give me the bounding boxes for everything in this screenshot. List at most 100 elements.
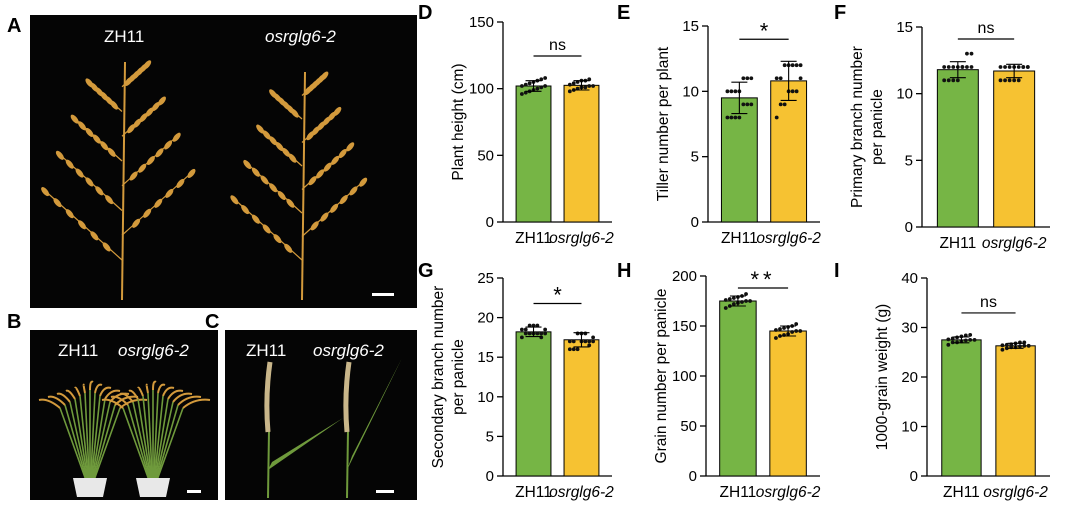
grain — [53, 198, 62, 208]
grain — [333, 106, 342, 116]
data-point — [571, 339, 576, 344]
plant-tiller — [153, 395, 164, 479]
scale-bar-a — [372, 293, 394, 296]
plant-tiller — [92, 401, 111, 479]
plant-tiller — [64, 404, 87, 479]
grain — [139, 113, 148, 123]
data-point — [998, 78, 1003, 83]
plant-panicle — [89, 380, 94, 391]
plant-panicle — [94, 383, 103, 394]
data-point — [778, 334, 782, 338]
stem — [267, 429, 270, 499]
chart-i: I 0 10 20 30 40 1000-grain weight (g) ZH11 osrgl… — [834, 260, 1050, 501]
y-axis-label: per panicle — [869, 89, 886, 165]
data-point — [968, 333, 973, 337]
x-tick-label: osrglg6-2 — [983, 484, 1048, 501]
grain — [269, 89, 278, 99]
chart-e: E 0 5 10 15 Tiller number per plant ZH11osrglg… — [617, 2, 821, 247]
bar-zh11 — [936, 69, 979, 228]
bar-osrglg6-2 — [995, 345, 1036, 477]
data-point — [1003, 65, 1007, 69]
panel-label-c: C — [205, 311, 219, 333]
y-tick-label: 5 — [691, 149, 699, 166]
data-point — [782, 63, 787, 68]
bar-zh11 — [515, 331, 552, 477]
grain — [41, 187, 50, 197]
data-point — [531, 323, 536, 328]
panel-c-label-mut: osrglg6-2 — [313, 341, 384, 360]
data-point — [539, 331, 544, 336]
data-point — [969, 51, 974, 56]
significance-label: ns — [980, 294, 997, 311]
data-point — [790, 89, 795, 94]
grain — [146, 155, 155, 166]
data-point — [1007, 78, 1012, 83]
y-tick-label: 25 — [477, 270, 494, 287]
grain — [157, 96, 166, 106]
y-tick-label: 10 — [477, 389, 494, 406]
y-tick-label: 50 — [680, 418, 697, 435]
data-point — [567, 347, 572, 352]
data-point — [733, 115, 738, 120]
leaf-photo-c — [264, 358, 402, 499]
plant-panicle — [47, 395, 66, 406]
grain — [241, 205, 250, 215]
data-point — [731, 302, 736, 306]
y-tick-label: 0 — [486, 468, 494, 485]
data-point — [587, 339, 592, 344]
grain — [338, 149, 347, 159]
data-point — [960, 65, 965, 69]
data-point — [519, 327, 524, 332]
data-point — [523, 82, 528, 87]
panel-c-photo — [225, 330, 417, 500]
stem — [346, 429, 349, 499]
data-point — [591, 339, 596, 344]
grain — [346, 142, 355, 152]
grain — [92, 134, 101, 144]
grain — [78, 121, 87, 131]
grain — [330, 203, 339, 213]
data-point — [523, 327, 528, 332]
chart-g: G 0 5 10 15 20 25 Secondary branch number per pa… — [418, 260, 614, 501]
data-point — [591, 335, 596, 340]
x-tick-label: ZH11 — [943, 484, 980, 501]
plant-tiller — [69, 401, 88, 479]
bar-zh11 — [515, 85, 552, 223]
grain — [65, 209, 74, 219]
grain — [165, 188, 174, 198]
grain — [145, 107, 154, 117]
data-point — [1026, 343, 1031, 348]
data-point — [794, 322, 799, 326]
plant-panicle — [177, 395, 202, 406]
data-point — [740, 300, 744, 304]
grain — [288, 153, 297, 163]
panel-label-d: D — [418, 2, 432, 24]
plant-tiller — [122, 407, 149, 479]
data-point — [519, 335, 524, 340]
y-tick-label: 15 — [682, 18, 699, 35]
y-tick-label: 0 — [910, 468, 918, 485]
plant-tiller — [153, 392, 159, 479]
y-tick-label: 10 — [896, 86, 913, 103]
data-point — [1018, 344, 1022, 349]
data-point — [543, 76, 548, 80]
bar-zh11 — [719, 300, 757, 477]
data-point — [748, 299, 752, 303]
grain — [65, 159, 74, 169]
data-point — [1004, 346, 1009, 351]
grain — [75, 168, 84, 178]
y-tick-label: 0 — [486, 214, 494, 231]
plant-panicle — [101, 398, 124, 409]
panel-label-h: H — [617, 260, 631, 282]
grain — [154, 198, 163, 208]
grain — [55, 150, 64, 160]
plant-tiller — [154, 398, 169, 479]
data-point — [591, 84, 596, 88]
data-point — [778, 102, 783, 107]
panel-b-label-mut: osrglg6-2 — [118, 341, 189, 360]
plant-photo-b — [38, 380, 211, 497]
plant-tiller — [157, 407, 184, 479]
grain — [243, 159, 252, 170]
plant-panicle — [145, 383, 149, 394]
panicle-head — [264, 361, 273, 433]
